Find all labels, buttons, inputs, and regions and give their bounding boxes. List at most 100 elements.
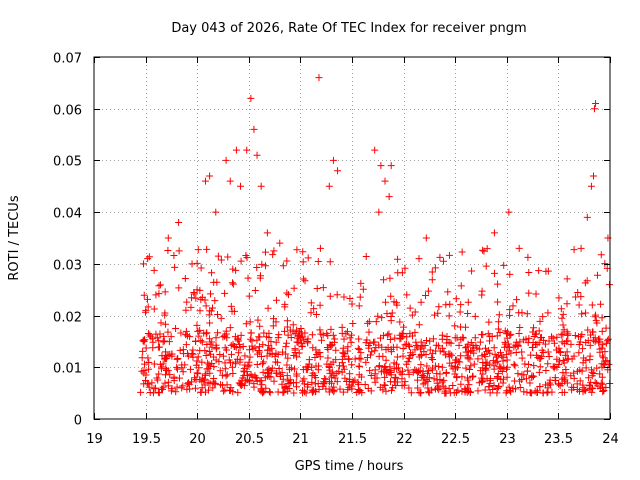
- data-point: [140, 291, 148, 299]
- data-point: [315, 385, 323, 393]
- data-point: [212, 345, 220, 353]
- data-point: [603, 357, 611, 365]
- data-point: [505, 311, 513, 319]
- data-point: [458, 387, 466, 395]
- data-point: [367, 371, 375, 379]
- data-point: [238, 381, 246, 389]
- data-point: [227, 359, 235, 367]
- data-point: [423, 362, 431, 370]
- data-point: [202, 302, 210, 310]
- data-point: [476, 338, 484, 346]
- data-point: [581, 387, 589, 395]
- data-point: [406, 304, 414, 312]
- data-point: [570, 369, 578, 377]
- data-point: [299, 258, 307, 266]
- data-point: [390, 359, 398, 367]
- data-point: [515, 244, 523, 252]
- data-point: [330, 338, 338, 346]
- data-point: [348, 300, 356, 308]
- data-point: [250, 125, 258, 133]
- data-point: [412, 341, 420, 349]
- data-point: [436, 253, 444, 261]
- data-point: [182, 331, 190, 339]
- data-point: [272, 358, 280, 366]
- data-point: [290, 389, 298, 397]
- data-point: [240, 365, 248, 373]
- data-point: [206, 369, 214, 377]
- data-point: [562, 366, 570, 373]
- data-point: [557, 331, 565, 339]
- data-point: [424, 287, 432, 295]
- y-tick-label: 0.02: [53, 311, 82, 326]
- data-point: [415, 255, 423, 263]
- data-point: [266, 389, 274, 397]
- data-point: [194, 370, 202, 378]
- data-point: [149, 389, 157, 397]
- data-point: [347, 338, 355, 346]
- data-point: [490, 344, 498, 352]
- data-point: [553, 333, 561, 341]
- data-point: [303, 337, 311, 345]
- data-point: [290, 284, 298, 292]
- data-point: [544, 309, 552, 317]
- data-point: [523, 310, 531, 318]
- data-point: [138, 354, 146, 362]
- data-point: [263, 333, 271, 341]
- data-point: [262, 262, 270, 270]
- data-point: [150, 360, 158, 368]
- data-point: [255, 347, 263, 355]
- data-point: [575, 301, 583, 309]
- data-point: [545, 353, 553, 361]
- data-point: [599, 388, 607, 396]
- data-point: [313, 284, 321, 292]
- data-point: [150, 385, 158, 393]
- data-point: [221, 344, 229, 352]
- data-point: [445, 353, 453, 361]
- data-point: [166, 350, 174, 358]
- data-point: [230, 307, 238, 315]
- data-point: [237, 257, 245, 265]
- data-point: [380, 381, 388, 389]
- data-point: [184, 380, 192, 388]
- data-point: [589, 336, 597, 344]
- x-tick-label: 22.5: [441, 432, 470, 447]
- data-point: [139, 337, 147, 345]
- data-point: [467, 362, 475, 370]
- data-point: [141, 336, 149, 344]
- data-point: [555, 380, 563, 388]
- data-point: [171, 263, 179, 271]
- data-point: [374, 312, 382, 320]
- data-point: [148, 379, 156, 387]
- data-point: [435, 303, 443, 311]
- data-point: [182, 341, 190, 349]
- data-point: [404, 366, 412, 374]
- data-point: [544, 267, 552, 275]
- data-point: [587, 366, 595, 374]
- data-point: [516, 323, 524, 331]
- data-point: [202, 351, 210, 359]
- data-point: [256, 322, 264, 330]
- data-point: [521, 360, 529, 368]
- data-point: [431, 264, 439, 272]
- data-point: [172, 324, 180, 332]
- data-point: [182, 327, 190, 335]
- data-point: [137, 388, 145, 396]
- data-point: [531, 330, 539, 338]
- data-point: [235, 340, 243, 348]
- data-point: [588, 301, 596, 309]
- data-point: [280, 388, 288, 396]
- data-point: [162, 355, 170, 363]
- data-point: [155, 290, 163, 298]
- data-point: [474, 387, 482, 395]
- data-point: [561, 388, 569, 396]
- data-point: [494, 325, 502, 333]
- data-point: [139, 347, 147, 355]
- data-point: [281, 385, 289, 393]
- data-point: [203, 341, 211, 349]
- data-point: [502, 389, 510, 397]
- data-point: [303, 383, 311, 391]
- data-point: [505, 208, 513, 216]
- data-point: [515, 309, 523, 317]
- data-point: [445, 251, 453, 259]
- data-point: [175, 284, 183, 292]
